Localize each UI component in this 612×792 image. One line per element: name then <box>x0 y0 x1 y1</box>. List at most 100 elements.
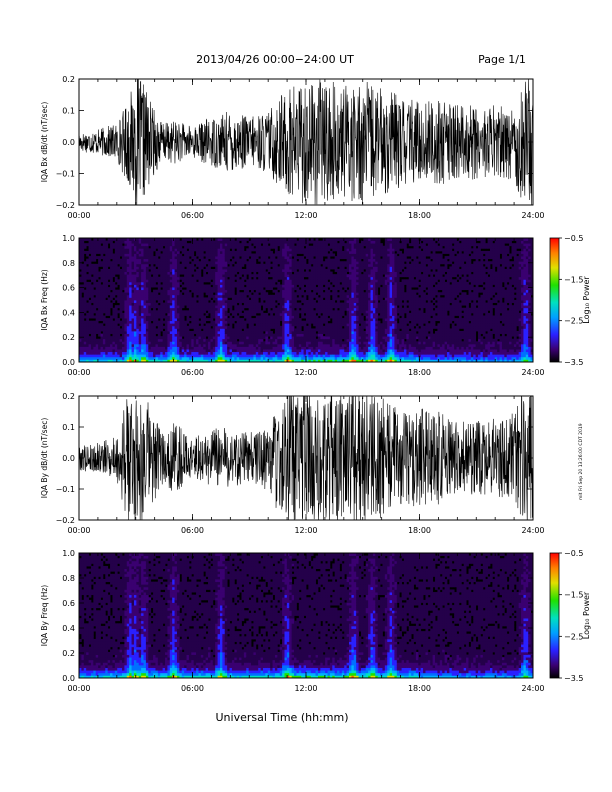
spectrogram-cell <box>310 248 314 252</box>
spectrogram-cell <box>279 292 283 296</box>
spectrogram-cell <box>241 294 245 298</box>
spectrogram-cell <box>294 279 297 283</box>
spectrogram-cell <box>315 315 319 319</box>
spectrogram-cell <box>93 307 97 311</box>
spectrogram-cell <box>198 284 202 288</box>
spectrogram-cell <box>200 297 204 301</box>
spectrogram-cell <box>203 318 207 322</box>
spectrogram-cell <box>102 261 106 265</box>
spectrogram-cell <box>325 349 328 353</box>
spectrogram-cell <box>282 349 285 353</box>
spectrogram-cell <box>114 289 118 293</box>
spectrogram-cell <box>124 354 128 358</box>
spectrogram-cell <box>306 331 309 334</box>
spectrogram-cell <box>119 274 123 278</box>
spectrogram-cell <box>239 351 242 355</box>
spectrogram-cell <box>165 266 168 270</box>
spectrogram-cell <box>138 240 142 244</box>
spectrogram-cell <box>270 349 273 353</box>
spectrogram-cell <box>224 258 228 262</box>
spectrogram-cell <box>219 294 223 298</box>
spectrogram-cell <box>93 356 97 360</box>
spectrogram-cell <box>210 287 214 291</box>
spectrogram-cell <box>219 305 223 309</box>
spectrogram-cell <box>122 346 125 350</box>
spectrogram-cell <box>169 253 173 257</box>
spectrogram-cell <box>153 315 156 319</box>
spectrogram-cell <box>167 287 171 291</box>
spectrogram-cell <box>317 266 321 270</box>
spectrogram-cell <box>188 245 192 249</box>
spectrogram-cell <box>212 320 216 324</box>
spectrogram-cell <box>157 343 161 347</box>
spectrogram-cell <box>282 281 285 285</box>
spectrogram-cell <box>126 307 130 311</box>
spectrogram-cell <box>320 354 324 358</box>
spectrogram-cell <box>294 276 297 280</box>
spectrogram-cell <box>334 356 338 360</box>
spectrogram-cell <box>188 325 192 329</box>
spectrogram-cell <box>184 292 187 296</box>
spectrogram-cell <box>186 359 190 362</box>
spectrogram-cell <box>310 279 314 283</box>
spectrogram-cell <box>145 243 149 247</box>
spectrogram-cell <box>122 271 125 275</box>
spectrogram-cell <box>155 269 159 272</box>
spectrogram-cell <box>265 302 269 306</box>
spectrogram-cell <box>93 323 97 327</box>
spectrogram-cell <box>282 297 285 301</box>
spectrogram-cell <box>243 240 247 244</box>
spectrogram-cell <box>150 312 154 316</box>
spectrogram-cell <box>322 274 326 278</box>
spectrogram-cell <box>193 256 197 260</box>
spectrogram-cell <box>289 276 293 280</box>
spectrogram-cell <box>98 346 101 350</box>
spectrogram-cell <box>172 294 175 298</box>
spectrogram-cell <box>172 312 175 316</box>
spectrogram-cell <box>95 289 99 293</box>
spectrogram-cell <box>341 284 345 288</box>
spectrogram-cell <box>279 310 283 314</box>
spectrogram-cell <box>325 292 328 296</box>
spectrogram-cell <box>303 349 307 353</box>
spectrogram-cell <box>88 289 92 293</box>
spectrogram-cell <box>344 328 348 332</box>
spectrogram-cell <box>124 269 128 272</box>
spectrogram-cell <box>286 243 290 247</box>
spectrogram-cell <box>184 261 187 265</box>
spectrogram-cell <box>169 346 173 350</box>
spectrogram-cell <box>155 271 159 275</box>
spectrogram-cell <box>172 284 175 288</box>
spectrogram-cell <box>337 300 340 303</box>
spectrogram-cell <box>210 240 214 244</box>
spectrogram-cell <box>306 351 309 355</box>
spectrogram-cell <box>260 269 264 272</box>
spectrogram-cell <box>265 271 269 275</box>
spectrogram-cell <box>222 261 226 265</box>
spectrogram-cell <box>296 351 300 355</box>
spectrogram-cell <box>112 349 116 353</box>
spectrogram-cell <box>234 356 238 360</box>
spectrogram-cell <box>219 349 223 353</box>
spectrogram-cell <box>251 325 254 329</box>
spectrogram-cell <box>203 354 207 358</box>
spectrogram-cell <box>322 318 326 322</box>
spectrogram-cell <box>176 284 180 288</box>
spectrogram-cell <box>315 263 319 267</box>
spectrogram-cell <box>122 248 125 252</box>
spectrogram-cell <box>95 312 99 316</box>
spectrogram-cell <box>277 356 281 360</box>
spectrogram-cell <box>169 333 173 337</box>
spectrogram-cell <box>315 346 319 350</box>
spectrogram-cell <box>317 281 321 285</box>
spectrogram-cell <box>107 331 111 334</box>
spectrogram-cell <box>327 323 331 327</box>
spectrogram-cell <box>208 297 211 301</box>
spectrogram-cell <box>253 238 257 241</box>
spectrogram-cell <box>157 310 161 314</box>
spectrogram-cell <box>145 315 149 319</box>
spectrogram-cell <box>277 328 281 332</box>
spectrogram-cell <box>284 318 288 322</box>
spectrogram-cell <box>334 354 338 358</box>
spectrogram-cell <box>291 354 295 358</box>
